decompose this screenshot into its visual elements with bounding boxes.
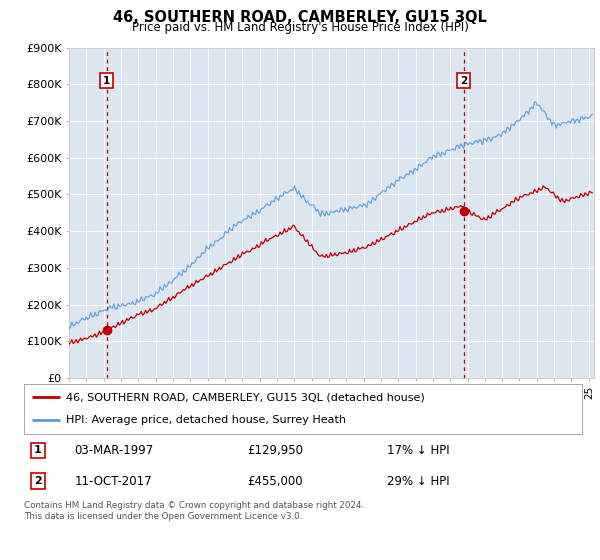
Text: 2: 2 <box>460 76 467 86</box>
Text: £129,950: £129,950 <box>247 444 303 457</box>
Text: 17% ↓ HPI: 17% ↓ HPI <box>387 444 449 457</box>
Text: Price paid vs. HM Land Registry's House Price Index (HPI): Price paid vs. HM Land Registry's House … <box>131 21 469 34</box>
Text: HPI: Average price, detached house, Surrey Heath: HPI: Average price, detached house, Surr… <box>66 416 346 426</box>
Text: 29% ↓ HPI: 29% ↓ HPI <box>387 475 449 488</box>
Text: 46, SOUTHERN ROAD, CAMBERLEY, GU15 3QL: 46, SOUTHERN ROAD, CAMBERLEY, GU15 3QL <box>113 10 487 25</box>
Text: 2: 2 <box>34 476 42 486</box>
Text: 46, SOUTHERN ROAD, CAMBERLEY, GU15 3QL (detached house): 46, SOUTHERN ROAD, CAMBERLEY, GU15 3QL (… <box>66 392 425 402</box>
Text: Contains HM Land Registry data © Crown copyright and database right 2024.
This d: Contains HM Land Registry data © Crown c… <box>24 501 364 521</box>
Text: £455,000: £455,000 <box>247 475 303 488</box>
Text: 1: 1 <box>34 445 42 455</box>
Text: 1: 1 <box>103 76 110 86</box>
Text: 11-OCT-2017: 11-OCT-2017 <box>74 475 152 488</box>
Text: 03-MAR-1997: 03-MAR-1997 <box>74 444 154 457</box>
